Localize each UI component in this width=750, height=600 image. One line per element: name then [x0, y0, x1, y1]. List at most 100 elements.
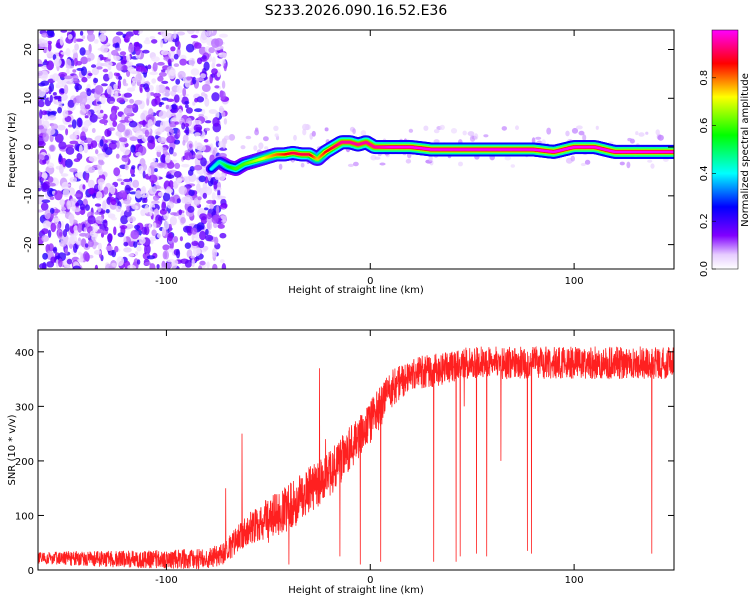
y-tick-label: 0	[28, 566, 34, 577]
heatmap-noise-cell	[157, 62, 165, 66]
heatmap-noise-cell	[535, 137, 541, 140]
heatmap-noise-cell	[74, 44, 79, 51]
heatmap-noise-cell	[128, 118, 133, 122]
heatmap-noise-cell	[73, 243, 77, 253]
heatmap-noise-cell	[66, 68, 70, 74]
heatmap-noise-cell	[52, 73, 59, 81]
heatmap-noise-cell	[222, 263, 226, 272]
heatmap-noise-cell	[207, 222, 211, 229]
heatmap-noise-cell	[279, 164, 283, 170]
heatmap-noise-cell	[65, 248, 68, 255]
heatmap-noise-cell	[175, 121, 179, 124]
heatmap-noise-cell	[111, 217, 117, 221]
heatmap-noise-cell	[175, 79, 180, 85]
heatmap-noise-cell	[194, 165, 202, 171]
heatmap-noise-cell	[293, 135, 297, 141]
heatmap-noise-cell	[205, 229, 209, 236]
heatmap-noise-cell	[50, 95, 53, 103]
heatmap-noise-cell	[41, 228, 48, 234]
heatmap-noise-cell	[155, 145, 164, 152]
heatmap-noise-cell	[163, 251, 167, 260]
heatmap-noise-cell	[246, 136, 252, 140]
heatmap-noise-cell	[177, 129, 180, 138]
heatmap-noise-cell	[153, 62, 158, 72]
y-tick-label: 400	[15, 348, 34, 359]
heatmap-noise-cell	[212, 248, 217, 258]
heatmap-noise-cell	[76, 68, 84, 71]
heatmap-noise-cell	[73, 207, 80, 212]
heatmap-noise-cell	[88, 73, 93, 76]
heatmap-noise-cell	[144, 205, 149, 214]
heatmap-noise-cell	[304, 124, 310, 130]
heatmap-noise-cell	[199, 176, 206, 183]
heatmap-noise-cell	[65, 159, 73, 168]
heatmap-noise-cell	[69, 189, 75, 196]
heatmap-noise-cell	[87, 111, 91, 116]
heatmap-noise-cell	[141, 186, 146, 196]
heatmap-noise-cell	[103, 143, 108, 151]
heatmap-noise-cell	[67, 29, 72, 32]
heatmap-noise-cell	[97, 155, 105, 160]
heatmap-noise-cell	[99, 119, 108, 124]
heatmap-noise-cell	[275, 133, 279, 137]
heatmap-noise-cell	[100, 139, 104, 147]
heatmap-noise-cell	[125, 35, 131, 39]
heatmap-noise-cell	[99, 161, 105, 166]
heatmap-noise-cell	[63, 188, 70, 197]
heatmap-noise-cell	[224, 63, 227, 71]
snr-x-label: Height of straight line (km)	[288, 585, 424, 596]
heatmap-noise-cell	[67, 259, 73, 265]
heatmap-noise-cell	[190, 255, 195, 258]
heatmap-noise-cell	[546, 128, 551, 135]
heatmap-noise-cell	[120, 215, 128, 224]
heatmap-noise-cell	[638, 132, 644, 137]
heatmap-noise-cell	[627, 138, 632, 141]
heatmap-noise-cell	[130, 230, 139, 240]
heatmap-noise-cell	[111, 106, 119, 110]
heatmap-noise-cell	[49, 183, 56, 187]
x-tick-label: 100	[565, 575, 584, 586]
heatmap-noise-cell	[159, 72, 167, 77]
spectrogram-y-label: Frequency (Hz)	[7, 112, 18, 188]
heatmap-noise-cell	[58, 258, 63, 267]
heatmap-noise-cell	[42, 253, 48, 260]
heatmap-noise-cell	[118, 232, 125, 237]
heatmap-noise-cell	[511, 164, 515, 167]
heatmap-noise-cell	[167, 233, 173, 242]
heatmap-noise-cell	[169, 147, 174, 155]
heatmap-noise-cell	[148, 167, 152, 176]
heatmap-noise-cell	[101, 83, 108, 86]
heatmap-noise-cell	[194, 98, 198, 103]
heatmap-noise-cell	[160, 40, 163, 48]
heatmap-noise-cell	[191, 68, 200, 75]
heatmap-noise-cell	[127, 216, 136, 222]
heatmap-noise-cell	[180, 217, 186, 224]
heatmap-noise-cell	[106, 245, 113, 251]
heatmap-noise-cell	[212, 215, 219, 224]
heatmap-noise-cell	[51, 124, 58, 130]
heatmap-noise-cell	[95, 85, 104, 95]
heatmap-noise-cell	[129, 99, 134, 104]
heatmap-noise-cell	[576, 125, 583, 129]
colorbar-label: Normalized spectral amplitude	[740, 73, 750, 227]
x-tick-label: -100	[155, 276, 178, 287]
heatmap-noise-cell	[77, 223, 82, 233]
heatmap-noise-cell	[78, 118, 81, 128]
heatmap-noise-cell	[209, 204, 214, 210]
heatmap-noise-cell	[122, 65, 127, 71]
heatmap-noise-cell	[191, 35, 198, 38]
heatmap-noise-cell	[48, 115, 56, 120]
heatmap-noise-cell	[94, 39, 99, 44]
heatmap-noise-cell	[66, 200, 71, 210]
heatmap-noise-cell	[85, 104, 90, 109]
heatmap-noise-cell	[81, 77, 87, 83]
heatmap-noise-cell	[39, 263, 47, 269]
heatmap-noise-cell	[78, 252, 82, 256]
heatmap-noise-cell	[125, 164, 129, 170]
heatmap-noise-cell	[86, 88, 91, 96]
heatmap-noise-cell	[149, 263, 155, 273]
heatmap-noise-cell	[168, 59, 172, 66]
heatmap-noise-cell	[138, 166, 143, 175]
heatmap-noise-cell	[205, 120, 211, 123]
heatmap-noise-cell	[98, 178, 105, 185]
